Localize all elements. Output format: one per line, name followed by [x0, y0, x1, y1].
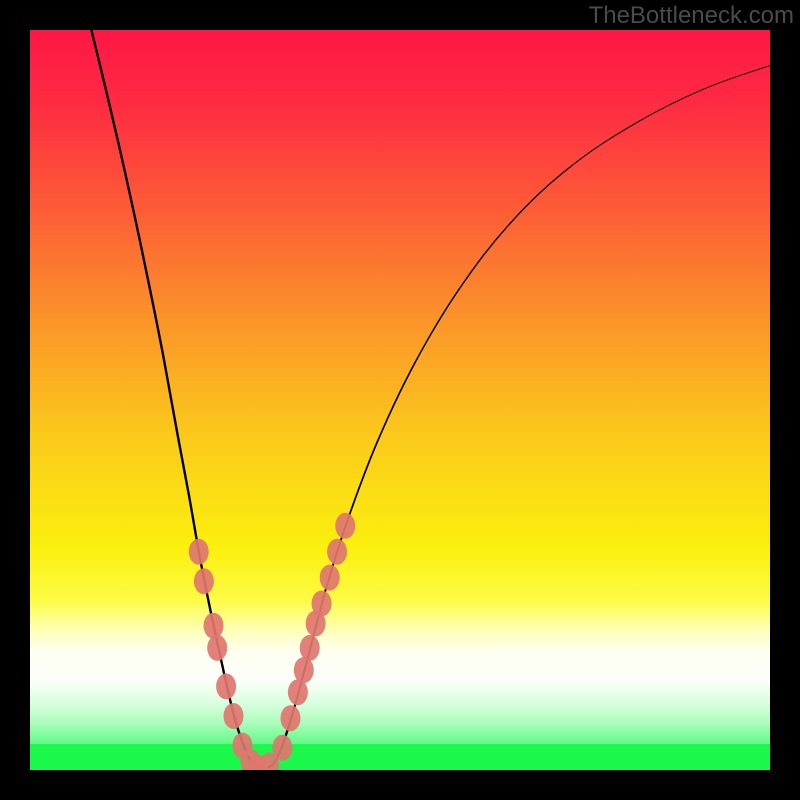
data-dot — [312, 591, 332, 617]
data-dot — [294, 657, 314, 683]
green-bottom-band — [30, 744, 770, 770]
gradient-background — [30, 30, 770, 770]
data-dot — [300, 635, 320, 661]
data-dot — [207, 635, 227, 661]
data-dot — [224, 703, 244, 729]
data-dot — [194, 568, 214, 594]
data-dot — [272, 735, 292, 761]
attribution-text: TheBottleneck.com — [589, 2, 794, 30]
data-dot — [335, 513, 355, 539]
data-dot — [189, 539, 209, 565]
chart-frame — [30, 30, 770, 770]
data-dot — [327, 539, 347, 565]
data-dot — [216, 673, 236, 699]
data-dot — [288, 679, 308, 705]
data-dot — [280, 705, 300, 731]
chart-svg — [30, 30, 770, 770]
data-dot — [320, 565, 340, 591]
data-dot — [204, 613, 224, 639]
